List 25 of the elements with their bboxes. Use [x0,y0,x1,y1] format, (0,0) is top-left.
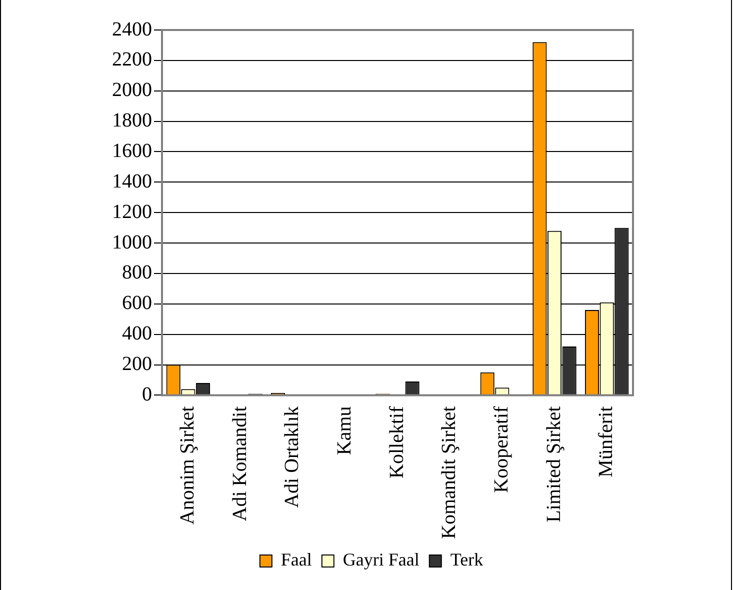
x-tick-label: Kooperatif [490,406,512,493]
legend-label: Gayri Faal [342,550,420,570]
y-tick-label: 800 [122,262,152,284]
y-tick-label: 1000 [112,231,152,254]
y-tick-label: 1600 [112,140,152,162]
legend-label: Terk [450,550,484,570]
y-tick-label: 1400 [112,170,152,192]
x-tick-label: Adi Ortaklık [281,406,304,508]
x-tick-label: Münferit [595,406,618,478]
y-tick-label: 1800 [112,110,152,132]
y-tick-label: 0 [142,383,152,406]
y-tick-label: 2400 [112,18,152,40]
x-tick-label: Limited Şirket [542,406,565,522]
y-tick-label: 2000 [112,79,152,102]
y-tick-label: 600 [122,292,152,314]
y-tick-label: 1200 [112,200,152,223]
y-tick-label: 2200 [112,48,152,71]
x-tick-label: Anonim Şirket [176,406,198,525]
legend-label: Faal [280,550,312,570]
x-tick-label: Kollektif [386,406,408,478]
y-tick-label: 400 [122,322,152,345]
y-tick-label: 200 [122,353,152,376]
x-tick-label: Komandit Şirket [438,406,460,539]
x-tick-label: Adi Komandit [228,406,251,522]
x-tick-label: Kamu [333,406,356,456]
